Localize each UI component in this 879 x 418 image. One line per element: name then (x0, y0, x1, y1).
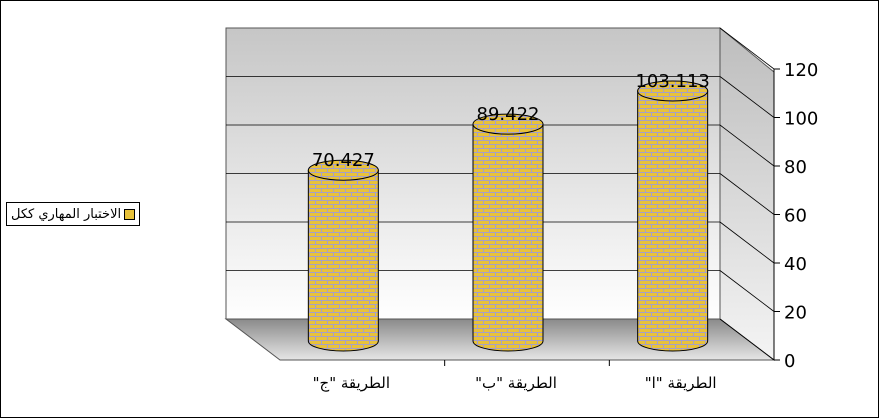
bar-cap (637, 80, 709, 102)
y-tick-label: 120 (784, 60, 818, 81)
y-tick-label: 60 (784, 206, 807, 227)
y-tick-label: 20 (784, 303, 807, 324)
gridline-side (719, 76, 775, 118)
y-tick-label: 80 (784, 157, 807, 178)
gridline-side (719, 270, 775, 312)
y-tick-label: 0 (784, 351, 795, 372)
x-tick-label: الطريقة "ا" (645, 374, 717, 392)
x-axis-categories: الطريقة "ج" الطريقة "ب" الطريقة "ا" (313, 360, 717, 393)
gridline-side (719, 27, 775, 70)
data-label: 89.422 (477, 104, 540, 125)
data-label: 103.113 (635, 71, 709, 92)
bars: 70.427 89.422 103.113 (307, 71, 710, 352)
bar (472, 123, 544, 352)
legend: الاختبار المهاري ككل (6, 202, 141, 226)
gridline-side (719, 124, 775, 167)
x-tick-label: الطريقة "ج" (313, 374, 390, 393)
data-label: 70.427 (312, 150, 375, 171)
bar (637, 90, 709, 352)
bar-cap (472, 113, 544, 135)
legend-swatch (124, 208, 136, 220)
y-tick-label: 40 (784, 254, 807, 275)
legend-label: الاختبار المهاري ككل (11, 206, 122, 222)
bar-cap (307, 159, 379, 181)
x-tick-label: الطريقة "ب" (475, 374, 557, 392)
gridline-side (719, 318, 775, 361)
gridline-side (719, 221, 775, 264)
gridline-side (719, 173, 775, 215)
y-axis-ticks: 0 20 40 60 80 100 120 (773, 60, 818, 372)
bar (307, 169, 379, 352)
y-tick-label: 100 (784, 109, 818, 130)
